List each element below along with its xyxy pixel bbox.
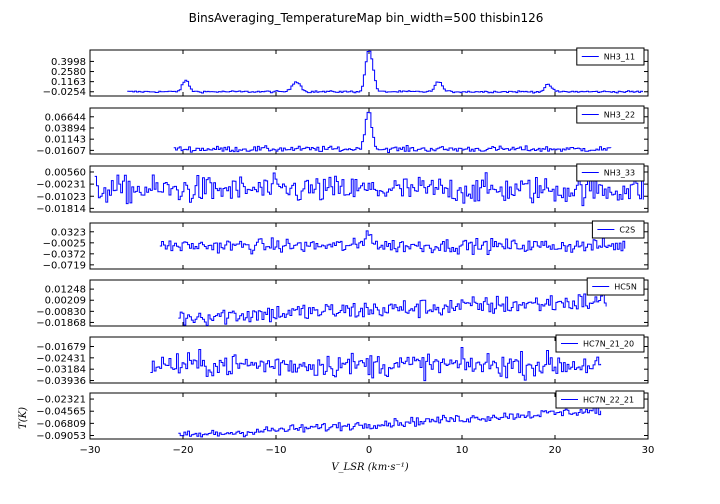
- y-tick-label: −0.03936: [36, 376, 86, 387]
- y-tick-label: −0.02321: [36, 395, 86, 406]
- y-tick-label: −0.06809: [36, 419, 86, 430]
- y-tick-label: 0.3998: [51, 57, 86, 68]
- series-line-HC7N_22_21: [178, 406, 602, 438]
- x-axis: −30 −20 −10 0 10 20 30: [79, 445, 654, 456]
- y-tick-label: −0.00830: [36, 307, 86, 318]
- legend-box: [576, 105, 645, 124]
- panel-frame: [89, 107, 649, 155]
- panel-frame: [89, 49, 649, 97]
- legend-label: HC5N: [614, 283, 637, 292]
- y-tick-label: −0.04565: [36, 407, 86, 418]
- y-tick-label: −0.00231: [36, 180, 86, 191]
- legend-box: [591, 220, 645, 239]
- panel-frame: [89, 279, 649, 327]
- x-tick-label: −10: [265, 445, 286, 456]
- series-line-C2S: [159, 230, 626, 255]
- legend-label: HC7N_22_21: [583, 396, 634, 405]
- panel-frame: [89, 165, 649, 213]
- legend-label: NH3_22: [604, 111, 635, 120]
- panel-HC7N_21_20: −0.01679−0.02431−0.03184−0.03936 HC7N_21_…: [36, 334, 649, 387]
- legend-label: HC7N_21_20: [583, 340, 634, 349]
- chart-title: BinsAveraging_TemperatureMap bin_width=5…: [189, 11, 544, 25]
- legend-box: [586, 277, 645, 296]
- y-tick-label: −0.01814: [36, 204, 86, 215]
- x-tick-label: 0: [366, 445, 372, 456]
- y-tick-label: 0.03894: [45, 123, 86, 134]
- legend-label: C2S: [619, 226, 635, 235]
- y-tick-label: −0.02431: [36, 353, 86, 364]
- series-line-HC5N: [178, 293, 607, 326]
- x-axis-label: V_LSR (km·s⁻¹): [331, 462, 408, 473]
- y-tick-label: 0.00209: [45, 296, 86, 307]
- y-tick-label: −0.01607: [36, 146, 86, 157]
- y-tick-label: −0.01023: [36, 192, 86, 203]
- y-tick-label: −0.01679: [36, 342, 86, 353]
- panel-C2S: 0.0323−0.0025−0.0372−0.0719 C2S: [43, 220, 649, 271]
- series-line-NH3_33: [94, 172, 644, 207]
- panel-NH3_33: 0.00560 −0.00231−0.01023−0.01814 NH3_33: [36, 163, 649, 215]
- y-tick-label: 0.0323: [51, 227, 86, 238]
- y-tick-label: 0.01143: [45, 135, 86, 146]
- legend-box: [555, 334, 645, 353]
- y-tick-label: −0.0254: [43, 87, 86, 98]
- x-tick-label: 30: [642, 445, 655, 456]
- legend-box: [555, 390, 645, 409]
- y-tick-label: −0.0025: [43, 238, 86, 249]
- y-tick-label: 0.06644: [45, 112, 86, 123]
- y-tick-label: −0.0719: [43, 260, 86, 271]
- x-tick-label: −20: [172, 445, 193, 456]
- legend-box: [576, 163, 645, 182]
- legend-label: NH3_33: [604, 169, 635, 178]
- y-tick-label: 0.2580: [51, 67, 86, 78]
- series-line-HC7N_21_20: [150, 347, 602, 382]
- x-tick-label: 10: [456, 445, 469, 456]
- panel-HC7N_22_21: −0.02321−0.04565−0.06809−0.09053 HC7N_22_…: [36, 390, 649, 442]
- y-tick-label: 0.01248: [45, 285, 86, 296]
- series-line-NH3_11: [127, 50, 643, 94]
- y-axis-label: T(K): [18, 407, 29, 429]
- y-tick-label: −0.01868: [36, 318, 86, 329]
- series-line-NH3_22: [173, 111, 612, 153]
- legend-box: [576, 47, 645, 66]
- legend-label: NH3_11: [604, 53, 635, 62]
- x-tick-label: 20: [549, 445, 562, 456]
- x-tick-label: −30: [79, 445, 100, 456]
- y-tick-label: −0.03184: [36, 365, 86, 376]
- y-tick-label: 0.1163: [51, 77, 86, 88]
- y-tick-label: 0.00560: [45, 167, 86, 178]
- panels-container: 0.39980.25800.1163−0.0254NH3_110.066440.…: [36, 47, 649, 442]
- y-tick-label: −0.0372: [43, 249, 86, 260]
- y-tick-label: −0.09053: [36, 431, 86, 442]
